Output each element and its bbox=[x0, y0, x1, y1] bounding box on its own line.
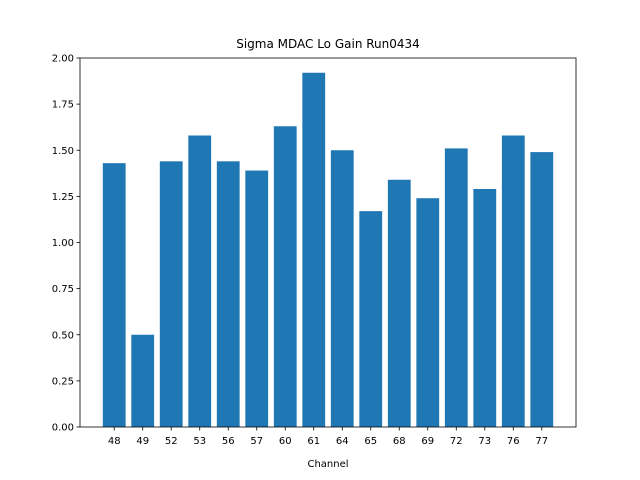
bar-49 bbox=[131, 334, 155, 427]
x-tick-label: 68 bbox=[393, 436, 406, 447]
bar-64 bbox=[330, 150, 354, 427]
bar-52 bbox=[159, 161, 183, 427]
bar-72 bbox=[444, 148, 468, 427]
y-tick-label: 1.00 bbox=[52, 238, 74, 249]
y-tick-label: 1.50 bbox=[52, 146, 74, 157]
bar-77 bbox=[530, 152, 554, 427]
x-tick-label: 72 bbox=[450, 436, 463, 447]
y-tick-label: 0.50 bbox=[52, 330, 74, 341]
x-axis-ticks: 48 49 52 53 56 57 60 61 64 65 68 69 72 73 76 77 bbox=[108, 427, 548, 447]
x-tick-label: 77 bbox=[535, 436, 548, 447]
x-tick-label: 57 bbox=[250, 436, 263, 447]
bar-57 bbox=[245, 170, 269, 428]
bar-68 bbox=[387, 179, 411, 427]
y-tick-label: 1.75 bbox=[52, 100, 74, 111]
y-tick-label: 0.75 bbox=[52, 284, 74, 295]
bar-69 bbox=[416, 198, 440, 427]
x-tick-label: 64 bbox=[336, 436, 349, 447]
x-tick-label: 60 bbox=[279, 436, 292, 447]
x-tick-label: 52 bbox=[165, 436, 178, 447]
plot-frame bbox=[79, 57, 577, 428]
bar-73 bbox=[473, 188, 497, 427]
x-tick-label: 76 bbox=[507, 436, 520, 447]
x-tick-label: 61 bbox=[307, 436, 320, 447]
chart-title: Sigma MDAC Lo Gain Run0434 bbox=[236, 37, 420, 51]
y-axis-ticks: 0.00 0.25 0.50 0.75 1.00 1.25 1.50 1.75 2.00 bbox=[52, 54, 80, 434]
bar-56 bbox=[216, 161, 240, 427]
y-tick-label: 1.25 bbox=[52, 192, 74, 203]
x-tick-label: 56 bbox=[222, 436, 235, 447]
bar-53 bbox=[188, 135, 212, 428]
x-tick-label: 49 bbox=[136, 436, 149, 447]
bar-60 bbox=[273, 126, 297, 427]
y-tick-label: 0.25 bbox=[52, 376, 74, 387]
bars-group bbox=[102, 72, 554, 428]
x-tick-label: 69 bbox=[421, 436, 434, 447]
y-tick-label: 0.00 bbox=[52, 423, 74, 434]
bar-65 bbox=[359, 211, 383, 427]
y-tick-label: 2.00 bbox=[52, 54, 74, 65]
bar-61 bbox=[302, 72, 326, 427]
bar-76 bbox=[501, 135, 525, 428]
x-tick-label: 65 bbox=[364, 436, 377, 447]
x-tick-label: 53 bbox=[193, 436, 206, 447]
x-tick-label: 48 bbox=[108, 436, 121, 447]
x-tick-label: 73 bbox=[478, 436, 491, 447]
bar-48 bbox=[102, 163, 126, 428]
x-axis-label: Channel bbox=[307, 459, 348, 470]
